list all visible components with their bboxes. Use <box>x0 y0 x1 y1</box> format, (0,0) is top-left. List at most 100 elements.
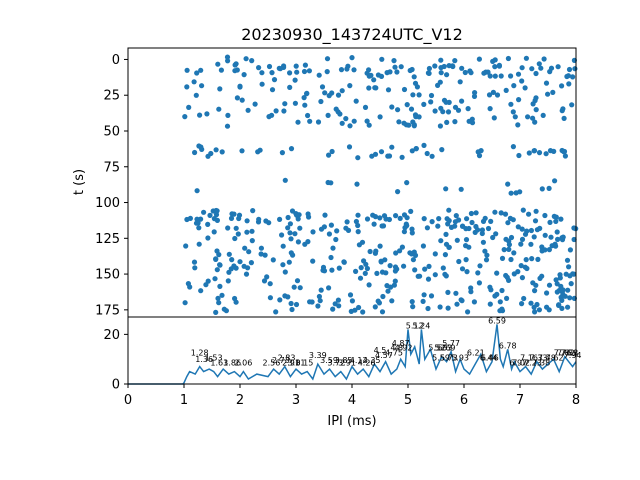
raster-point <box>492 209 498 215</box>
raster-point <box>307 118 313 124</box>
raster-point <box>285 214 291 221</box>
raster-point <box>380 223 387 229</box>
raster-y-tick-label: 125 <box>95 232 120 247</box>
raster-point <box>385 87 392 93</box>
peak-label: 5.12 <box>406 321 424 330</box>
raster-point <box>542 212 548 219</box>
raster-point <box>205 153 211 159</box>
raster-point <box>292 231 298 237</box>
raster-point <box>506 242 512 248</box>
raster-point <box>279 150 285 156</box>
peak-label: 5.24 <box>412 321 430 330</box>
raster-point <box>533 282 539 288</box>
raster-point <box>471 93 478 99</box>
raster-point <box>236 215 242 222</box>
raster-point <box>377 114 383 120</box>
raster-point <box>432 63 438 69</box>
raster-point <box>521 295 527 302</box>
histogram-x-tick-label: 6 <box>460 393 468 408</box>
raster-point <box>532 119 538 125</box>
raster-point <box>224 54 231 60</box>
raster-point <box>508 234 515 241</box>
raster-point <box>547 219 553 225</box>
raster-point <box>307 299 313 305</box>
raster-point <box>215 295 221 301</box>
peak-label: 7.76 <box>554 349 572 358</box>
raster-point <box>399 244 405 250</box>
raster-point <box>310 229 316 235</box>
raster-point <box>410 257 416 263</box>
raster-point <box>259 70 265 76</box>
raster-point <box>499 287 505 294</box>
raster-point <box>248 260 254 266</box>
raster-point <box>536 307 543 313</box>
raster-point <box>564 257 571 263</box>
raster-point <box>225 225 231 231</box>
raster-point <box>518 263 524 269</box>
raster-point <box>288 146 295 152</box>
raster-point <box>328 254 334 261</box>
raster-point <box>234 95 240 101</box>
raster-point <box>414 84 420 90</box>
raster-point <box>336 265 342 271</box>
raster-point <box>435 223 441 229</box>
raster-point <box>410 304 416 310</box>
raster-point <box>453 213 459 219</box>
raster-point <box>469 219 475 226</box>
raster-point <box>326 285 332 291</box>
raster-point <box>334 228 340 234</box>
raster-point <box>392 264 399 270</box>
raster-point <box>404 180 410 186</box>
raster-point <box>422 266 428 272</box>
raster-point <box>443 273 449 279</box>
raster-point <box>395 107 401 113</box>
raster-point <box>426 65 432 72</box>
raster-point <box>412 252 419 258</box>
raster-point <box>363 261 369 267</box>
raster-point <box>546 247 553 253</box>
raster-point <box>436 216 442 222</box>
raster-point <box>305 211 311 217</box>
raster-point <box>328 222 334 228</box>
raster-point <box>437 304 443 310</box>
raster-point <box>341 259 347 265</box>
raster-point <box>287 221 293 227</box>
raster-point <box>237 83 243 89</box>
raster-point <box>243 271 250 277</box>
raster-point <box>445 221 451 227</box>
raster-point <box>201 209 207 215</box>
raster-point <box>277 66 283 72</box>
peak-label: 2.56 <box>262 359 280 368</box>
raster-point <box>226 251 232 257</box>
raster-point <box>421 101 427 107</box>
raster-point <box>291 284 297 290</box>
raster-point <box>219 292 225 298</box>
raster-point <box>494 270 500 276</box>
raster-point <box>490 58 496 64</box>
raster-point <box>322 90 328 96</box>
raster-point <box>252 101 258 107</box>
raster-point <box>207 212 213 218</box>
peak-label: 2.73 <box>272 356 290 365</box>
raster-point <box>532 218 539 224</box>
peak-label: 3.85 <box>335 356 353 365</box>
peak-label: 7.02 <box>512 359 530 368</box>
raster-point <box>356 304 362 311</box>
raster-point <box>297 225 303 231</box>
raster-point <box>233 265 239 271</box>
raster-point <box>326 231 332 237</box>
raster-point <box>462 69 468 76</box>
raster-point <box>193 92 199 98</box>
raster-point <box>505 220 511 226</box>
raster-point <box>546 282 553 288</box>
raster-point <box>497 308 503 314</box>
raster-point <box>492 73 498 79</box>
raster-point <box>335 297 341 303</box>
raster-point <box>356 242 362 248</box>
peak-label: 4.57 <box>375 351 393 360</box>
raster-point <box>519 78 525 84</box>
raster-point <box>522 85 528 91</box>
raster-point <box>497 299 503 305</box>
raster-point <box>479 227 485 233</box>
raster-point <box>192 149 198 156</box>
